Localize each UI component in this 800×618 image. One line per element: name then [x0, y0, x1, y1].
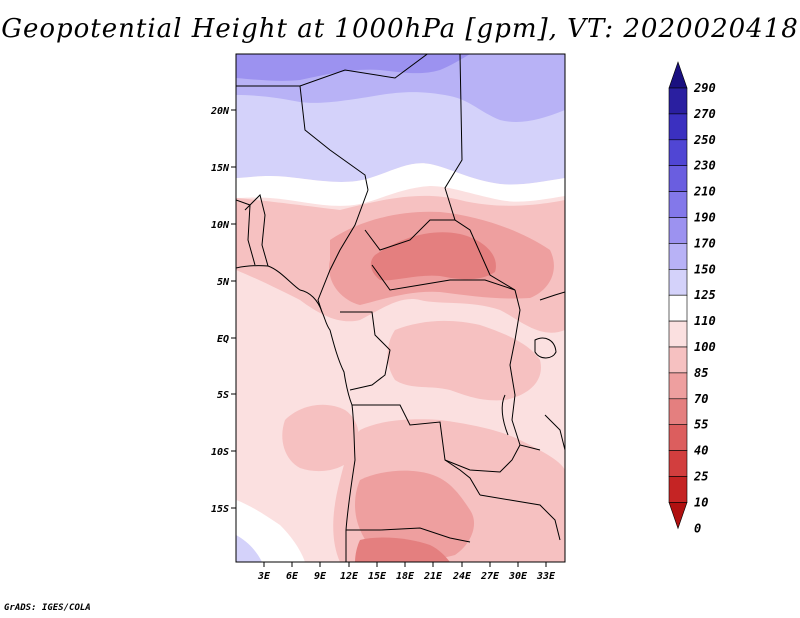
lake-tanganyika	[501, 394, 509, 436]
colorbar-label: 100	[694, 340, 716, 354]
border-westafrica	[236, 199, 256, 266]
colorbar-swatch	[668, 113, 688, 141]
contour-fields	[236, 54, 565, 562]
colorbar-swatch	[668, 165, 688, 192]
colorbar-swatch	[668, 61, 688, 89]
lon-label: 33E	[536, 571, 556, 582]
field-white-band	[236, 163, 565, 206]
field-pink-mid	[282, 404, 359, 472]
colorbar-label: 190	[694, 211, 716, 225]
map-frame	[235, 53, 566, 563]
field-white-band	[236, 500, 305, 562]
lake-victoria	[534, 337, 557, 359]
lat-axis: 20N 15N 10N 5N EQ 5S 10S 15S	[210, 106, 236, 515]
colorbar-label: 110	[694, 314, 716, 328]
lat-label: 5S	[217, 390, 229, 401]
lat-label: 10N	[211, 220, 230, 231]
colorbar-swatch	[668, 398, 688, 425]
lon-label: 21E	[423, 571, 443, 582]
lon-label: 6E	[286, 571, 299, 582]
lat-label: 15N	[211, 163, 230, 174]
colorbar-label: 55	[694, 418, 708, 432]
field-pink-mid	[387, 320, 541, 401]
border-congo	[340, 311, 391, 391]
colorbar-swatch	[668, 243, 688, 270]
colorbar-swatch	[668, 372, 688, 400]
border-namibia	[346, 527, 471, 543]
country-borders	[236, 54, 565, 562]
colorbar-swatch	[668, 450, 688, 477]
lon-label: 12E	[340, 571, 359, 582]
lat-label: 5N	[217, 277, 230, 288]
colorbar-swatch	[668, 320, 688, 348]
coast-mozambique	[544, 414, 565, 451]
border-angola	[352, 404, 481, 496]
border-sahara	[236, 54, 429, 87]
border-niger-chad	[299, 85, 369, 191]
lon-label: 24E	[452, 571, 472, 582]
colorbar-label: 0	[694, 521, 701, 535]
border-nigeria	[244, 194, 269, 267]
colorbar: 2902702502302101901701501251101008570554…	[668, 61, 716, 535]
lat-label: 10S	[211, 447, 229, 458]
border-zim	[479, 494, 561, 541]
colorbar-swatch	[668, 191, 688, 218]
colorbar-swatch	[668, 87, 688, 115]
colorbar-swatch	[668, 217, 688, 244]
colorbar-label: 10	[694, 495, 708, 509]
colorbar-label: 150	[694, 262, 716, 276]
colorbar-swatch	[668, 346, 688, 374]
border-cameroon	[317, 189, 369, 313]
lat-label: EQ	[217, 334, 229, 345]
colorbar-swatch	[668, 268, 688, 296]
lon-label: 3E	[257, 571, 271, 582]
colorbar-swatch	[668, 502, 688, 530]
lon-label: 15E	[368, 571, 387, 582]
border-car-south	[371, 264, 516, 291]
colorbar-swatch	[668, 139, 688, 167]
lon-label: 18E	[396, 571, 415, 582]
coast-east	[539, 291, 565, 301]
colorbar-label: 270	[693, 107, 716, 121]
lon-label: 9E	[314, 571, 327, 582]
border-drc-east	[509, 289, 541, 451]
colorbar-label: 250	[693, 133, 716, 147]
lon-label: 30E	[508, 571, 528, 582]
colorbar-label: 25	[693, 470, 708, 484]
field-north-blue	[236, 535, 262, 562]
colorbar-label: 125	[694, 288, 716, 302]
coastline-west	[236, 265, 356, 562]
field-north-deep	[236, 54, 470, 81]
credit-text: GrADS: IGES/COLA	[4, 603, 91, 613]
colorbar-label: 290	[693, 81, 716, 95]
field-red-dark	[355, 537, 450, 562]
colorbar-label: 230	[693, 159, 716, 173]
border-car	[364, 219, 455, 251]
colorbar-label: 85	[694, 366, 708, 380]
border-zambia	[444, 444, 521, 473]
colorbar-swatch	[668, 424, 688, 451]
lat-label: 20N	[210, 106, 230, 117]
colorbar-label: 70	[694, 392, 708, 406]
lon-label: 27E	[480, 571, 500, 582]
field-red-deep	[355, 470, 475, 560]
map-title: Geopotential Height at 1000hPa [gpm], VT…	[1, 14, 799, 44]
field-red-dark	[370, 232, 496, 281]
colorbar-label: 40	[694, 444, 708, 458]
colorbar-label: 170	[694, 236, 716, 250]
lat-label: 15S	[211, 504, 229, 515]
colorbar-label: 210	[693, 185, 716, 199]
colorbar-swatch	[668, 476, 688, 503]
colorbar-swatch	[668, 294, 688, 322]
lon-axis: 3E 6E 9E 12E 15E 18E 21E 24E 27E 30E 33E	[257, 562, 556, 582]
